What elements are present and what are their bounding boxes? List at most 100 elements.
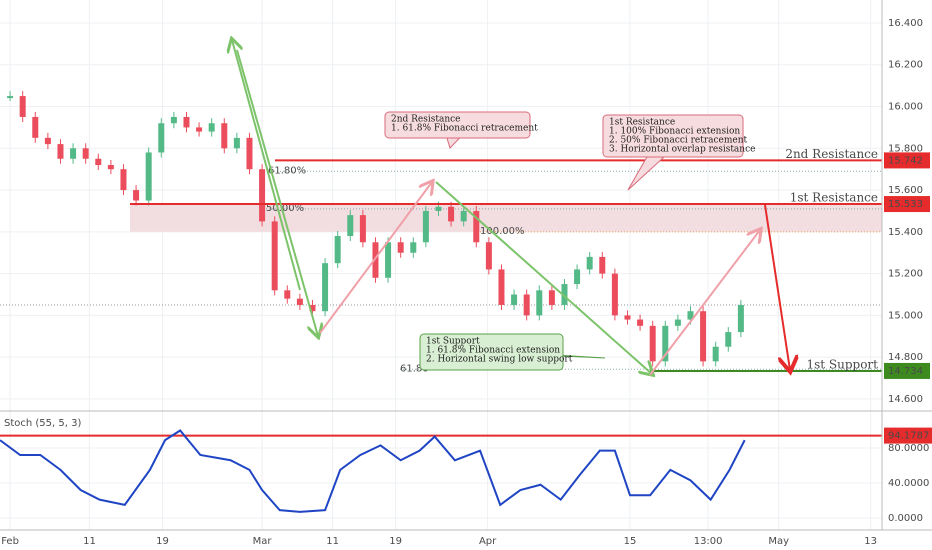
candle <box>183 116 190 128</box>
level-value: 94.1787 <box>888 431 929 442</box>
candle <box>700 311 707 362</box>
candle <box>498 269 505 305</box>
level-value-box <box>884 152 930 169</box>
candle <box>259 169 266 222</box>
level-label: 1st Resistance <box>790 191 878 205</box>
candle <box>637 319 644 326</box>
axes <box>0 0 932 531</box>
y-tick-label: 80.0000 <box>888 443 929 454</box>
candle <box>536 290 543 316</box>
candle <box>687 311 694 320</box>
y-tick-label: 40.0000 <box>888 478 929 489</box>
candle <box>410 242 417 253</box>
candle <box>347 215 354 237</box>
candle <box>574 269 581 285</box>
candle <box>523 294 530 316</box>
callout-text: 1st Support <box>426 337 480 347</box>
fib-label: 50.00% <box>266 203 304 214</box>
callout-box <box>384 111 531 139</box>
x-tick-label: May <box>768 536 789 547</box>
candle <box>586 256 593 270</box>
y-tick-label: 16.200 <box>888 60 923 71</box>
x-tick-label: 19 <box>389 536 402 547</box>
candle <box>485 242 492 270</box>
candle <box>221 123 228 149</box>
candle <box>309 304 316 312</box>
x-tick-label: 13:00 <box>694 536 723 547</box>
level-value: 15.533 <box>888 199 923 210</box>
level-label: 2nd Resistance <box>785 147 878 161</box>
candle <box>271 221 278 291</box>
callout-text: 2. Horizontal swing low support <box>426 355 573 365</box>
x-tick-label: 11 <box>83 536 96 547</box>
candle <box>334 236 341 264</box>
candle <box>19 96 26 117</box>
candle <box>548 290 555 305</box>
candle <box>359 215 366 243</box>
fib-label: 100.00% <box>480 226 525 237</box>
candle <box>473 210 480 243</box>
candle <box>511 294 518 305</box>
candle <box>284 290 291 299</box>
y-tick-label: 15.800 <box>888 143 923 154</box>
candle <box>57 144 64 159</box>
candle <box>448 206 455 222</box>
candle <box>158 123 165 153</box>
x-tick-label: Feb <box>1 536 19 547</box>
candle <box>422 210 429 243</box>
y-tick-label: 14.600 <box>888 394 923 405</box>
y-tick-label: 16.000 <box>888 102 923 113</box>
callout-text: 1st Resistance <box>609 118 675 128</box>
candle <box>133 190 140 201</box>
candle <box>44 137 51 145</box>
x-tick-label: Apr <box>479 536 497 547</box>
callout-text: 1. 61.8% Fibonacci extension <box>426 346 560 356</box>
y-tick-label: 16.400 <box>888 18 923 29</box>
candle <box>561 284 568 305</box>
candle <box>712 346 719 362</box>
candle <box>725 332 732 347</box>
y-tick-label: 0.0000 <box>888 513 923 524</box>
x-tick-label: 15 <box>624 536 637 547</box>
candle <box>95 158 102 166</box>
fib-label: 61.80% <box>268 165 306 176</box>
arrows <box>232 40 790 375</box>
candle <box>32 116 39 138</box>
x-tick-label: 11 <box>326 536 339 547</box>
y-tick-label: 15.400 <box>888 227 923 238</box>
level-value: 14.734 <box>888 366 923 377</box>
level-value-box <box>884 196 930 213</box>
level-label: 1st Support <box>806 357 878 371</box>
candle <box>624 315 631 320</box>
candle <box>70 148 77 159</box>
candle <box>145 152 152 201</box>
candle <box>120 169 127 191</box>
y-tick-label: 14.800 <box>888 352 923 363</box>
candle <box>296 298 303 305</box>
candle <box>460 210 467 222</box>
candle <box>322 263 329 312</box>
candle <box>599 256 606 274</box>
candle <box>107 165 114 170</box>
callout-text: 1. 61.8% Fibonacci retracement <box>391 124 538 134</box>
candle <box>233 137 240 149</box>
y-tick-label: 15.600 <box>888 185 923 196</box>
callout-text: 3. Horizontal overlap resistance <box>609 145 755 155</box>
candle <box>611 273 618 316</box>
level-value-box <box>884 427 932 444</box>
x-tick-label: Mar <box>253 536 273 547</box>
y-tick-label: 15.000 <box>888 310 923 321</box>
level-value: 15.742 <box>888 155 923 166</box>
candle <box>7 96 14 99</box>
candle <box>385 242 392 278</box>
candle <box>662 325 669 362</box>
callout-text: 2nd Resistance <box>391 115 461 125</box>
x-tick-label: 13 <box>864 536 877 547</box>
candle <box>372 242 379 278</box>
fib-label: 61.80 <box>400 363 429 374</box>
callout-text: 2. 50% Fibonacci retracement <box>609 136 748 146</box>
candle <box>196 127 203 132</box>
